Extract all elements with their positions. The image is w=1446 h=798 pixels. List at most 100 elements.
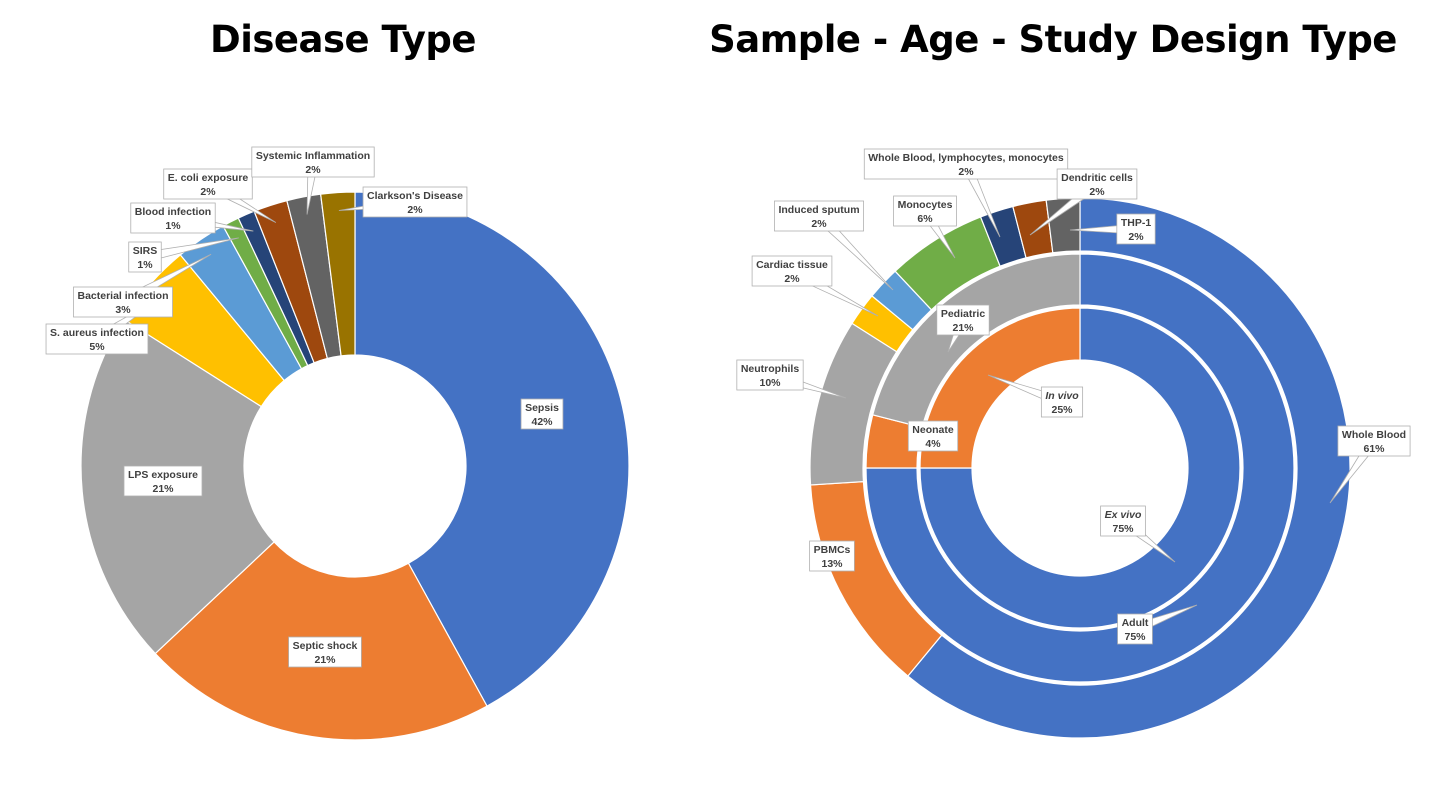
data-label-box-sample-neutrophils: [736, 359, 804, 391]
data-label-disease-septic-shock: Septic shock 21%: [288, 636, 362, 668]
data-label-value-study_design-in-vivo: 25%: [1051, 404, 1073, 416]
data-label-box-sample-pbmcs: [809, 540, 855, 572]
data-label-disease-sepsis: Sepsis 42%: [520, 398, 564, 430]
data-label-name-sample-whole-blood-lymphocytes-monocytes: Whole Blood, lymphocytes, monocytes: [868, 152, 1064, 164]
data-label-name-sample-thp-1: THP-1: [1121, 217, 1151, 229]
data-label-value-sample-pbmcs: 13%: [821, 558, 843, 570]
data-label-value-disease-septic-shock: 21%: [314, 654, 336, 666]
data-label-study_design-ex-vivo: Ex vivo 75%: [1100, 505, 1146, 537]
data-label-disease-e-coli-exposure: E. coli exposure 2%: [163, 168, 253, 200]
data-label-name-age-pediatric: Pediatric: [941, 308, 986, 320]
data-label-name-disease-lps-exposure: LPS exposure: [128, 469, 198, 481]
data-label-value-disease-systemic-inflammation: 2%: [305, 164, 321, 176]
data-label-box-study_design-in-vivo: [1040, 386, 1084, 418]
data-label-value-disease-bacterial-infection: 3%: [115, 304, 131, 316]
data-label-box-age-pediatric: [936, 304, 990, 336]
data-label-value-disease-sirs: 1%: [137, 259, 153, 271]
data-label-box-sample-monocytes: [893, 195, 957, 227]
slice-age-adult: [865, 253, 1295, 683]
data-label-disease-systemic-inflammation: Systemic Inflammation 2%: [251, 146, 375, 178]
data-label-value-disease-blood-infection: 1%: [165, 220, 181, 232]
data-label-sample-whole-blood: Whole Blood 61%: [1337, 425, 1411, 457]
data-label-name-sample-induced-sputum: Induced sputum: [778, 204, 859, 216]
data-label-sample-neutrophils: Neutrophils 10%: [736, 359, 804, 391]
slice-age-pediatric: [871, 253, 1081, 429]
data-label-sample-dendritic-cells: Dendritic cells 2%: [1056, 168, 1138, 200]
data-label-box-sample-whole-blood-lymphocytes-monocytes: [863, 148, 1069, 180]
data-label-value-disease-lps-exposure: 21%: [152, 483, 174, 495]
data-label-value-sample-monocytes: 6%: [917, 213, 933, 225]
data-label-value-sample-dendritic-cells: 2%: [1089, 186, 1105, 198]
data-label-disease-clarkson-s-disease: Clarkson's Disease 2%: [362, 186, 468, 218]
data-label-value-disease-e-coli-exposure: 2%: [200, 186, 216, 198]
data-label-box-disease-lps-exposure: [123, 465, 203, 497]
data-label-value-sample-whole-blood: 61%: [1363, 443, 1385, 455]
data-label-value-age-neonate: 4%: [925, 438, 941, 450]
data-label-disease-sirs: SIRS 1%: [128, 241, 162, 273]
data-label-age-neonate: Neonate 4%: [907, 420, 959, 452]
data-label-name-age-adult: Adult: [1122, 617, 1149, 629]
data-label-name-sample-cardiac-tissue: Cardiac tissue: [756, 259, 828, 271]
data-label-box-study_design-ex-vivo: [1100, 505, 1146, 537]
data-label-name-sample-pbmcs: PBMCs: [814, 544, 851, 556]
data-label-value-sample-neutrophils: 10%: [759, 377, 781, 389]
data-label-disease-lps-exposure: LPS exposure 21%: [123, 465, 203, 497]
slice-disease-sepsis: [354, 191, 630, 707]
data-label-sample-monocytes: Monocytes 6%: [893, 195, 957, 227]
data-label-box-disease-systemic-inflammation: [251, 146, 375, 178]
data-label-value-disease-s-aureus-infection: 5%: [89, 341, 105, 353]
data-label-box-sample-whole-blood: [1337, 425, 1411, 457]
data-label-value-disease-sepsis: 42%: [531, 416, 553, 428]
data-label-name-disease-systemic-inflammation: Systemic Inflammation: [256, 150, 370, 162]
slice-sample-whole-blood: [907, 197, 1351, 739]
data-label-box-sample-thp-1: [1116, 213, 1156, 245]
data-label-name-disease-clarkson-s-disease: Clarkson's Disease: [367, 190, 463, 202]
data-label-sample-thp-1: THP-1 2%: [1116, 213, 1156, 245]
data-label-box-disease-s-aureus-infection: [45, 323, 149, 355]
data-label-name-study_design-ex-vivo: Ex vivo: [1105, 509, 1142, 521]
slice-disease-clarkson-s-disease: [319, 191, 356, 357]
data-label-box-sample-induced-sputum: [774, 200, 864, 232]
data-label-box-sample-dendritic-cells: [1056, 168, 1138, 200]
data-label-sample-whole-blood-lymphocytes-monocytes: Whole Blood, lymphocytes, monocytes 2%: [863, 148, 1069, 180]
data-label-study_design-in-vivo: In vivo 25%: [1040, 386, 1084, 418]
data-label-age-pediatric: Pediatric 21%: [936, 304, 990, 336]
data-label-box-disease-bacterial-infection: [73, 286, 173, 318]
data-label-value-sample-thp-1: 2%: [1128, 231, 1144, 243]
data-label-disease-blood-infection: Blood infection 1%: [130, 202, 216, 234]
data-label-value-sample-induced-sputum: 2%: [811, 218, 827, 230]
data-label-box-disease-e-coli-exposure: [163, 168, 253, 200]
data-label-name-disease-sepsis: Sepsis: [525, 402, 559, 414]
data-label-name-sample-dendritic-cells: Dendritic cells: [1061, 172, 1133, 184]
data-label-name-disease-s-aureus-infection: S. aureus infection: [50, 327, 144, 339]
data-label-name-disease-septic-shock: Septic shock: [293, 640, 358, 652]
data-label-box-sample-cardiac-tissue: [751, 255, 833, 287]
data-label-sample-pbmcs: PBMCs 13%: [809, 540, 855, 572]
data-label-name-age-neonate: Neonate: [912, 424, 954, 436]
data-label-name-study_design-in-vivo: In vivo: [1045, 390, 1079, 402]
data-label-sample-cardiac-tissue: Cardiac tissue 2%: [751, 255, 833, 287]
data-label-name-disease-bacterial-infection: Bacterial infection: [77, 290, 168, 302]
data-label-box-disease-clarkson-s-disease: [362, 186, 468, 218]
data-label-disease-bacterial-infection: Bacterial infection 3%: [73, 286, 173, 318]
data-label-age-adult: Adult 75%: [1117, 613, 1153, 645]
data-label-name-disease-e-coli-exposure: E. coli exposure: [168, 172, 249, 184]
data-label-value-disease-clarkson-s-disease: 2%: [407, 204, 423, 216]
data-label-name-disease-blood-infection: Blood infection: [135, 206, 211, 218]
data-label-value-study_design-ex-vivo: 75%: [1112, 523, 1134, 535]
data-label-box-disease-blood-infection: [130, 202, 216, 234]
data-label-name-disease-sirs: SIRS: [133, 245, 158, 257]
data-label-name-sample-monocytes: Monocytes: [898, 199, 953, 211]
data-label-box-disease-sepsis: [520, 398, 564, 430]
data-label-box-age-neonate: [907, 420, 959, 452]
chart-title-sample-age-study: Sample - Age - Study Design Type: [709, 18, 1397, 61]
data-label-name-sample-neutrophils: Neutrophils: [741, 363, 799, 375]
data-label-box-age-adult: [1117, 613, 1153, 645]
data-label-name-sample-whole-blood: Whole Blood: [1342, 429, 1406, 441]
data-label-value-sample-whole-blood-lymphocytes-monocytes: 2%: [958, 166, 974, 178]
data-label-box-disease-sirs: [128, 241, 162, 273]
data-label-disease-s-aureus-infection: S. aureus infection 5%: [45, 323, 149, 355]
data-label-sample-induced-sputum: Induced sputum 2%: [774, 200, 864, 232]
data-label-box-disease-septic-shock: [288, 636, 362, 668]
